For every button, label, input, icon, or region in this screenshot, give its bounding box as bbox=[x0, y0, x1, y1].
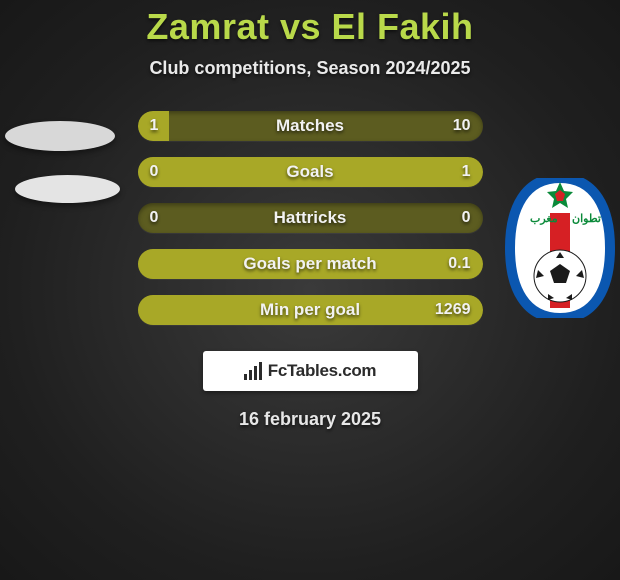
stat-row: 0 0Hattricks bbox=[138, 203, 483, 233]
svg-text:تطوان: تطوان bbox=[572, 213, 601, 225]
stat-value-right: 10 bbox=[453, 111, 471, 141]
stat-fill-right bbox=[138, 157, 483, 187]
player-avatar-placeholder bbox=[5, 121, 115, 151]
stat-value-left: 0 bbox=[150, 203, 159, 233]
stat-row: 01Goals bbox=[138, 157, 483, 187]
bar-chart-icon bbox=[244, 362, 264, 380]
stat-fill-right bbox=[138, 295, 483, 325]
brand-text: FcTables.com bbox=[268, 361, 377, 381]
stat-label: Matches bbox=[138, 111, 483, 141]
subtitle: Club competitions, Season 2024/2025 bbox=[0, 58, 620, 79]
stat-value-right: 1269 bbox=[435, 295, 471, 325]
stat-row: 0.1Goals per match bbox=[138, 249, 483, 279]
stat-value-right: 1 bbox=[462, 157, 471, 187]
stat-row: 1 10Matches bbox=[138, 111, 483, 141]
stat-value-left: 0 bbox=[150, 157, 159, 187]
brand-badge: FcTables.com bbox=[203, 351, 418, 391]
stats-container: 110Matches01Goals00Hattricks0.1Goals per… bbox=[138, 111, 483, 325]
page-title: Zamrat vs El Fakih bbox=[0, 6, 620, 48]
stat-label: Hattricks bbox=[138, 203, 483, 233]
stat-value-right: 0.1 bbox=[448, 249, 470, 279]
svg-text:مغرب: مغرب bbox=[530, 213, 558, 225]
stat-fill-right bbox=[138, 249, 483, 279]
player-avatar-placeholder bbox=[15, 175, 120, 203]
club-crest: مغرب تطوان bbox=[500, 178, 620, 318]
stat-value-right: 0 bbox=[462, 203, 471, 233]
comparison-card: Zamrat vs El Fakih Club competitions, Se… bbox=[0, 0, 620, 580]
stat-value-left: 1 bbox=[150, 111, 159, 141]
stat-row: 1269Min per goal bbox=[138, 295, 483, 325]
date-text: 16 february 2025 bbox=[0, 409, 620, 430]
